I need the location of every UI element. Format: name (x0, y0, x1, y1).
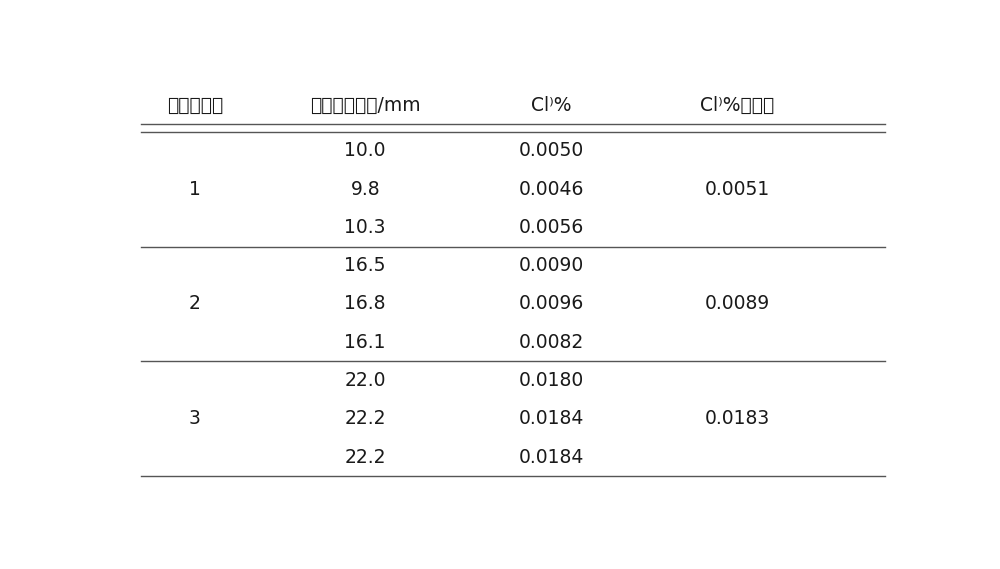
Text: 2: 2 (189, 295, 201, 314)
Text: 0.0082: 0.0082 (519, 333, 584, 352)
Text: 砂石料种类: 砂石料种类 (167, 96, 223, 115)
Text: 22.2: 22.2 (344, 448, 386, 467)
Text: 3: 3 (189, 409, 201, 428)
Text: 试棒变色长度/mm: 试棒变色长度/mm (310, 96, 421, 115)
Text: Cl⁾%平均值: Cl⁾%平均值 (700, 96, 774, 115)
Text: 0.0056: 0.0056 (519, 218, 584, 237)
Text: 16.5: 16.5 (344, 256, 386, 275)
Text: 0.0050: 0.0050 (519, 142, 584, 160)
Text: 16.8: 16.8 (344, 295, 386, 314)
Text: 0.0183: 0.0183 (705, 409, 770, 428)
Text: 22.0: 22.0 (344, 371, 386, 390)
Text: 0.0051: 0.0051 (705, 180, 770, 199)
Text: 9.8: 9.8 (350, 180, 380, 199)
Text: 0.0090: 0.0090 (519, 256, 584, 275)
Text: 0.0046: 0.0046 (519, 180, 584, 199)
Text: 0.0089: 0.0089 (705, 295, 770, 314)
Text: 0.0180: 0.0180 (519, 371, 584, 390)
Text: 10.3: 10.3 (344, 218, 386, 237)
Text: Cl⁾%: Cl⁾% (531, 96, 572, 115)
Text: 0.0184: 0.0184 (519, 448, 584, 467)
Text: 16.1: 16.1 (344, 333, 386, 352)
Text: 10.0: 10.0 (344, 142, 386, 160)
Text: 0.0184: 0.0184 (519, 409, 584, 428)
Text: 1: 1 (189, 180, 201, 199)
Text: 0.0096: 0.0096 (519, 295, 584, 314)
Text: 22.2: 22.2 (344, 409, 386, 428)
